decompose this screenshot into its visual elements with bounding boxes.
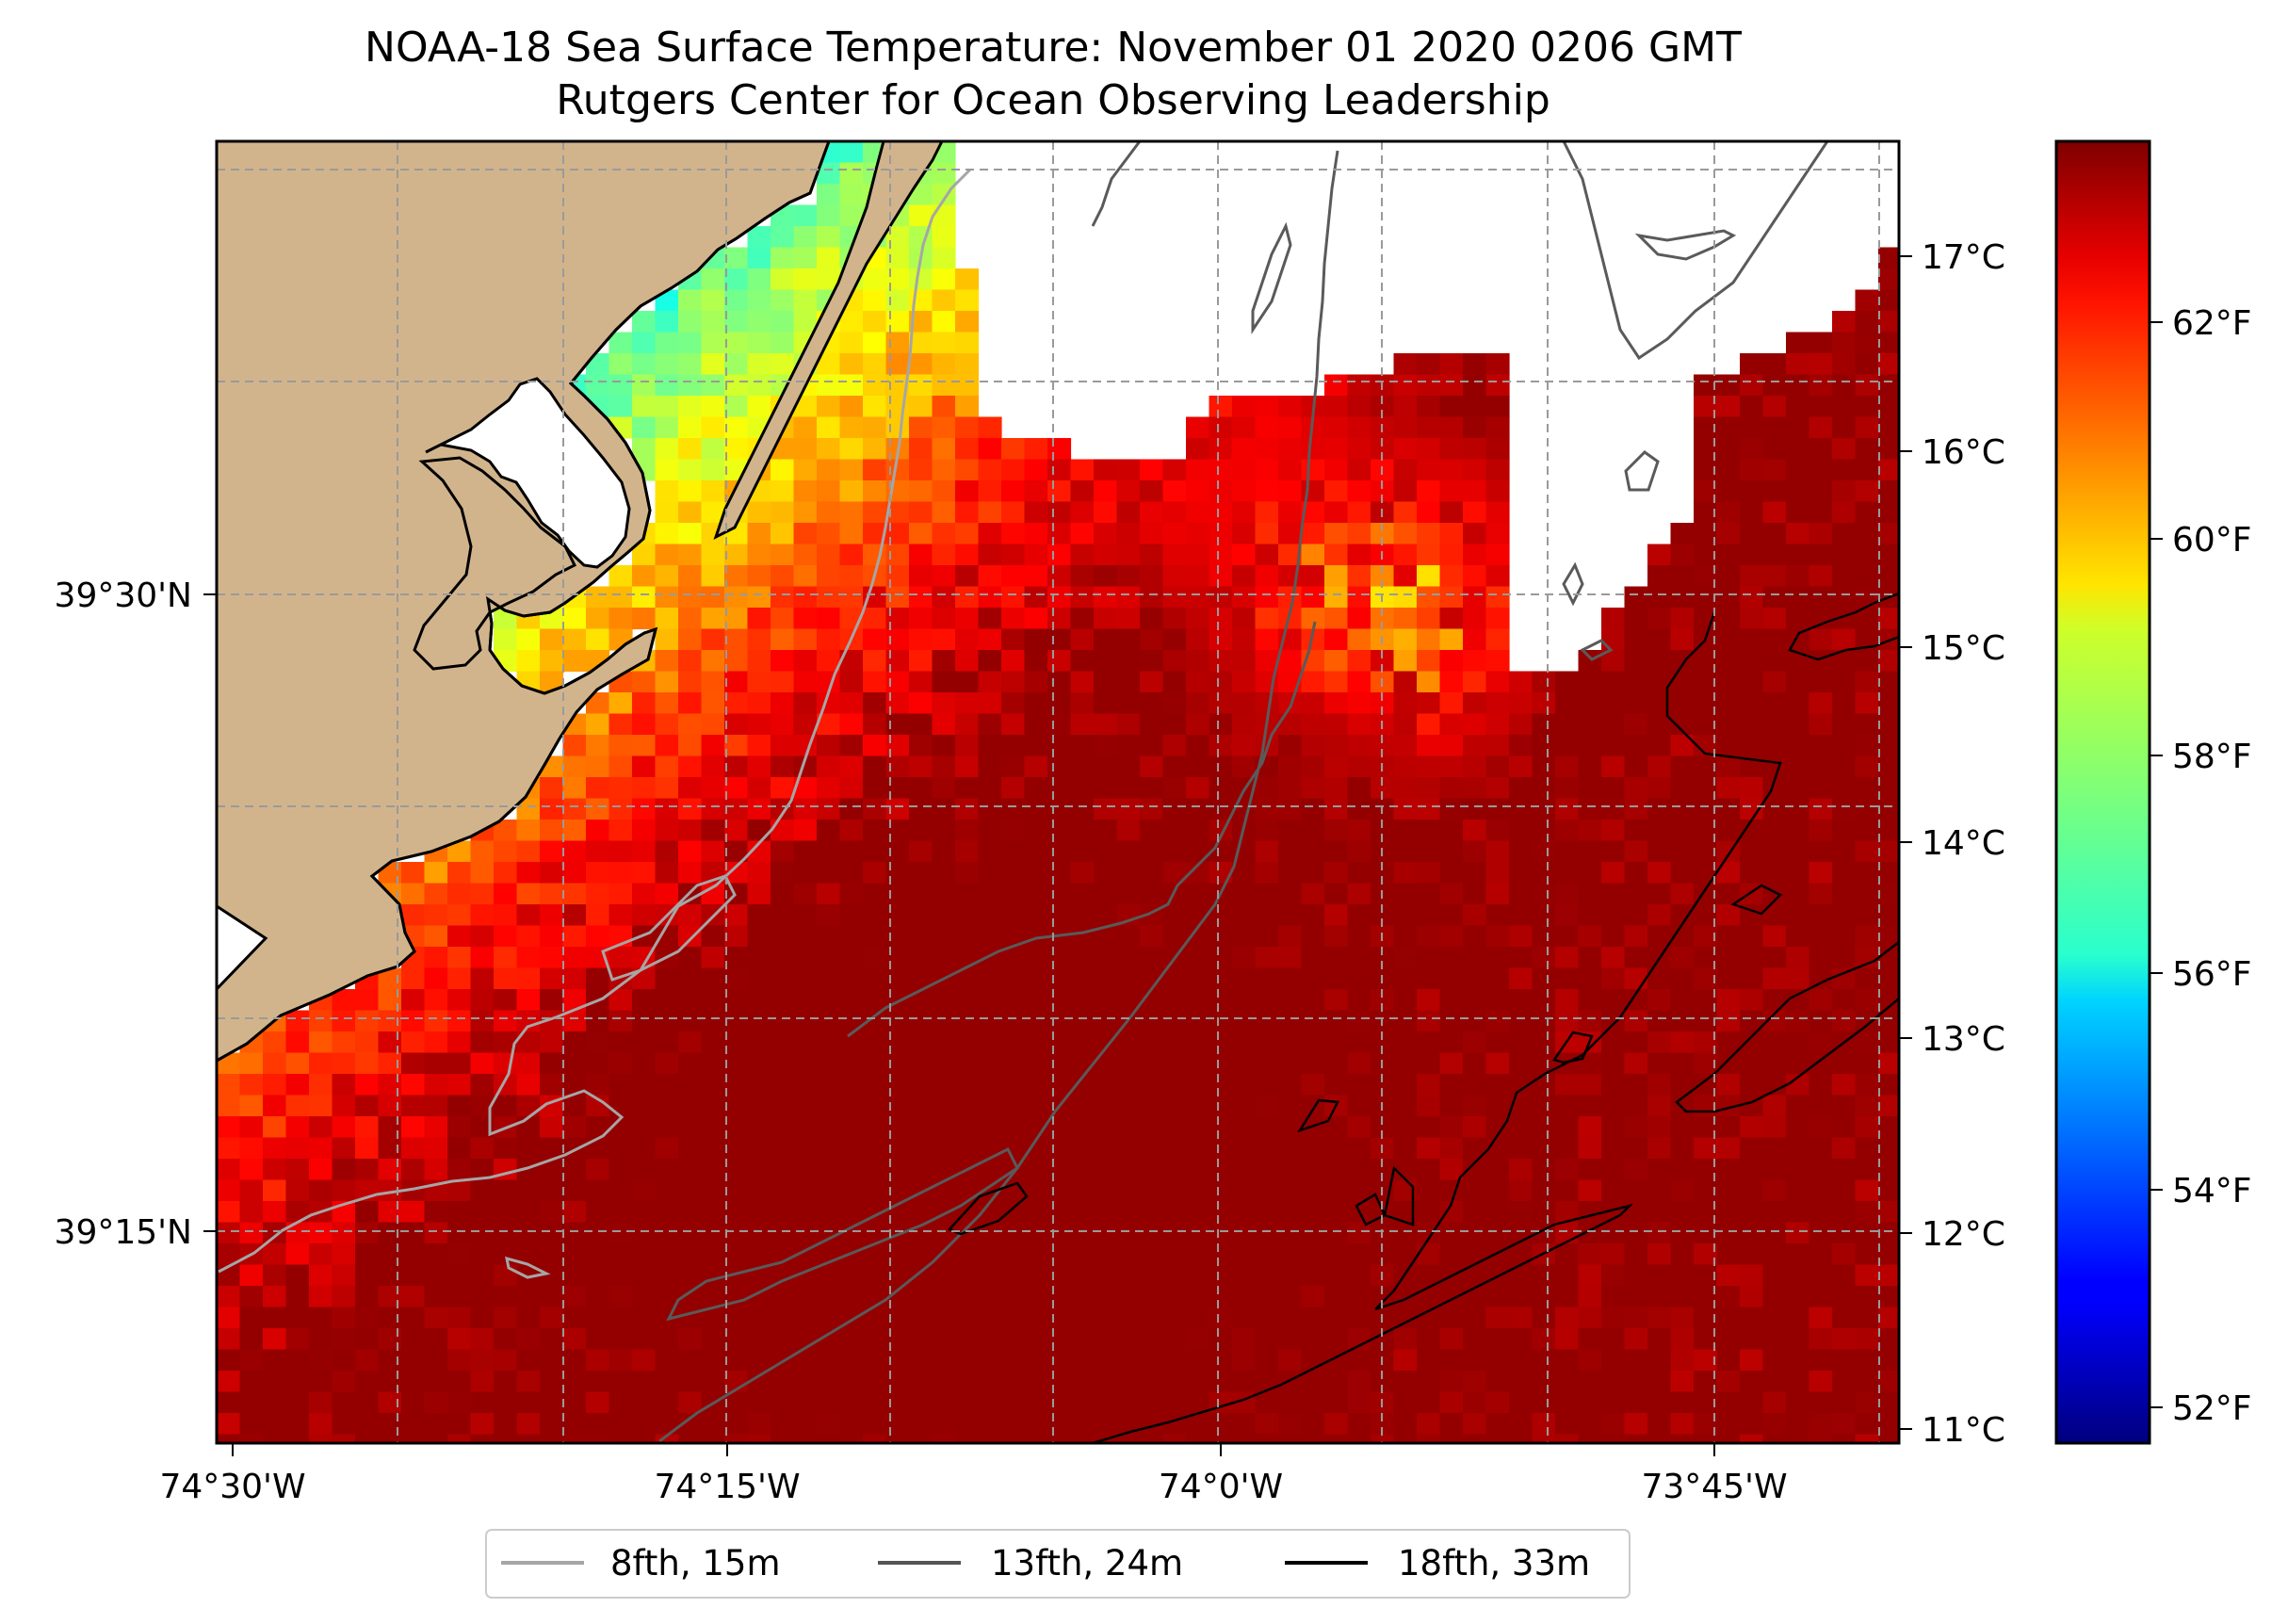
x-tick-label: 73°45'W [1641, 1468, 1787, 1506]
isobath-13fth [658, 150, 1339, 1443]
graticule [217, 141, 1899, 1443]
sst-map[interactable] [217, 141, 1902, 1456]
colorbar-tick-label: 56°F [2172, 955, 2252, 994]
x-tick-label: 74°15'W [654, 1468, 800, 1506]
x-axis-ticks: 74°30'W 74°15'W 74°0'W 73°45'W [159, 1443, 1788, 1506]
celsius-axis: 17°C 16°C 15°C 14°C 13°C 12°C 11°C [1899, 238, 2005, 1450]
celsius-tick-label: 13°C [1922, 1020, 2005, 1059]
colorbar-tick-label: 58°F [2172, 738, 2252, 776]
colorbar: 62°F 60°F 58°F 56°F 54°F 52°F [2054, 139, 2252, 1445]
celsius-tick-label: 15°C [1922, 629, 2005, 668]
land [217, 141, 944, 1063]
legend: 8fth, 15m 13fth, 24m 18fth, 33m [485, 1529, 1631, 1599]
y-tick-label: 39°15'N [55, 1213, 192, 1252]
celsius-tick-label: 14°C [1922, 824, 2005, 863]
colorbar-tick-label: 52°F [2172, 1389, 2252, 1428]
legend-box [485, 1529, 1631, 1599]
y-axis-ticks: 39°30'N 39°15'N [55, 577, 217, 1252]
legend-label: 18fth, 33m [1398, 1543, 1590, 1583]
legend-label: 8fth, 15m [610, 1543, 781, 1583]
celsius-tick-label: 12°C [1922, 1215, 2005, 1254]
celsius-tick-label: 17°C [1922, 238, 2005, 277]
x-tick-label: 74°0'W [1159, 1468, 1283, 1506]
legend-label: 13fth, 24m [991, 1543, 1183, 1583]
colorbar-gradient [2056, 141, 2150, 1443]
x-tick-label: 74°30'W [159, 1468, 305, 1506]
title-line-1: NOAA-18 Sea Surface Temperature: Novembe… [365, 24, 1742, 72]
map-frame [215, 139, 1901, 1445]
isobaths [218, 141, 1899, 1443]
y-tick-label: 39°30'N [55, 577, 192, 615]
isobath-18fth [1092, 611, 1782, 1443]
title-line-2: Rutgers Center for Ocean Observing Leade… [556, 76, 1550, 124]
colorbar-tick-label: 54°F [2172, 1172, 2252, 1210]
colorbar-tick-label: 62°F [2172, 304, 2252, 343]
celsius-tick-label: 16°C [1922, 433, 2005, 472]
colorbar-frame [2054, 139, 2151, 1445]
colorbar-tick-label: 60°F [2172, 521, 2252, 560]
celsius-tick-label: 11°C [1922, 1411, 2005, 1450]
